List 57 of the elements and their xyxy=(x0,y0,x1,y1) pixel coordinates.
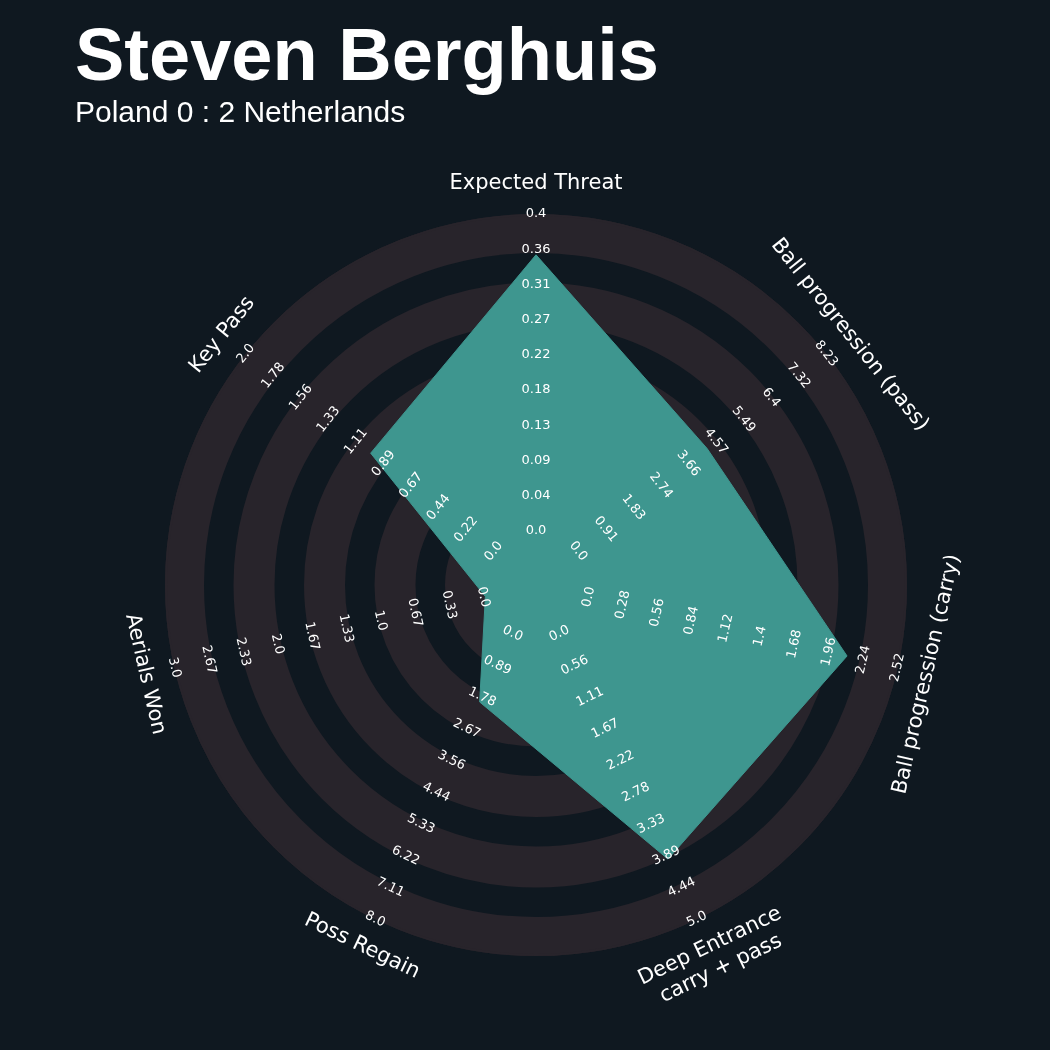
text: 1.67 xyxy=(588,714,622,741)
text: 0.0 xyxy=(474,585,495,609)
text: 4.57 xyxy=(701,424,732,457)
text: 1.11 xyxy=(573,683,606,710)
chart-title: Steven Berghuis xyxy=(75,12,659,97)
text: 0.13 xyxy=(521,416,551,432)
text: 2.78 xyxy=(619,778,652,805)
text: 0.84 xyxy=(680,604,702,637)
text: 0.27 xyxy=(521,311,551,327)
text: 2.67 xyxy=(199,643,221,676)
text: 0.09 xyxy=(521,451,551,467)
text: 1.78 xyxy=(466,683,499,710)
text: 0.04 xyxy=(521,487,551,503)
text: 0.28 xyxy=(611,588,633,621)
text: 0.89 xyxy=(481,651,515,678)
text: 0.56 xyxy=(557,651,591,678)
text: 4.44 xyxy=(420,778,453,805)
text: 0.0 xyxy=(500,621,526,644)
text: 0.36 xyxy=(521,240,551,256)
text: 2.24 xyxy=(851,643,873,676)
text: 4.44 xyxy=(664,873,698,900)
text: 0.56 xyxy=(645,596,667,629)
text: 6.4 xyxy=(759,384,785,410)
text: 1.67 xyxy=(302,620,324,652)
text: 1.33 xyxy=(336,612,358,644)
text: 1.4 xyxy=(749,624,769,648)
text: 1.68 xyxy=(783,628,805,660)
text: 1.12 xyxy=(714,612,736,644)
text: 0.22 xyxy=(521,346,551,362)
text: 0.0 xyxy=(480,537,506,564)
text: 2.52 xyxy=(886,651,908,684)
text: 0.67 xyxy=(405,596,427,629)
text: 3.33 xyxy=(634,810,667,837)
text: 2.33 xyxy=(233,635,255,668)
text: 1.0 xyxy=(371,608,392,633)
chart-subtitle: Poland 0 : 2 Netherlands xyxy=(75,95,406,129)
text: 2.0 xyxy=(232,340,258,366)
text: 0.0 xyxy=(566,537,592,564)
text: 7.11 xyxy=(374,873,408,900)
text: 6.22 xyxy=(389,841,423,868)
text: 0.0 xyxy=(525,522,547,538)
text: 2.0 xyxy=(268,632,289,656)
text: 0.0 xyxy=(546,621,572,644)
text: 2.67 xyxy=(450,714,484,741)
text: 2.22 xyxy=(603,746,637,773)
spoke-label: Expected Threat xyxy=(449,170,623,195)
text: 3.0 xyxy=(165,655,186,680)
text: 5.33 xyxy=(405,810,438,837)
text: 3.89 xyxy=(649,841,683,868)
text: 0.18 xyxy=(521,381,551,397)
text: 0.31 xyxy=(521,275,551,291)
text: 3.56 xyxy=(435,746,469,773)
text: 0.0 xyxy=(577,585,598,609)
text: 1.96 xyxy=(817,635,839,668)
text: 8.0 xyxy=(362,907,389,930)
text: 0.33 xyxy=(439,588,461,621)
text: 0.4 xyxy=(525,205,547,221)
